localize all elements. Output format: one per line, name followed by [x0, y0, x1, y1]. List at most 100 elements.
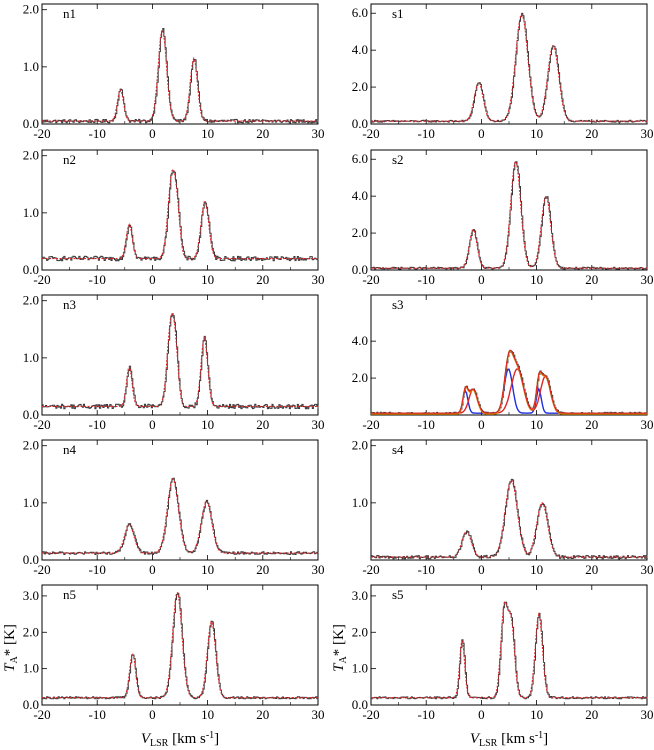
x-tick-label: 10: [201, 707, 214, 722]
panel-frame: [42, 4, 318, 124]
y-tick-label: 1.0: [23, 59, 39, 74]
x-tick-label: 10: [201, 126, 214, 141]
x-tick-label: 20: [256, 562, 269, 577]
x-tick-label: 30: [641, 417, 654, 432]
x-tick-label: 30: [312, 126, 325, 141]
series-observed: [371, 479, 647, 558]
panel-label: n1: [63, 6, 76, 21]
x-tick-label: -10: [418, 126, 435, 141]
series-fit: [371, 350, 647, 413]
panel-frame: [42, 440, 318, 560]
y-tick-label: 3.0: [352, 588, 368, 603]
y-tick-label: 2.0: [352, 370, 368, 385]
x-tick-label: 10: [530, 126, 543, 141]
y-tick-label: 3.0: [23, 588, 39, 603]
y-tick-label: 4.0: [352, 188, 368, 203]
panel-label: s1: [392, 6, 404, 21]
x-tick-label: 20: [585, 562, 598, 577]
x-tick-label: 10: [530, 272, 543, 287]
x-tick-label: 30: [312, 707, 325, 722]
series-fit: [42, 30, 318, 121]
panel-n5: -20 -10 0 10 20 300.01.02.03.0 n5: [23, 585, 325, 722]
panel-n3: -20 -10 0 10 20 300.01.02.0 n3: [23, 293, 325, 432]
series-observed: [42, 29, 318, 123]
x-tick-label: 0: [149, 417, 156, 432]
series-fit: [371, 480, 647, 557]
x-tick-label: 20: [585, 417, 598, 432]
y-axis-label: TA* [K]: [2, 624, 20, 672]
panel-label: s2: [392, 152, 404, 167]
x-tick-label: -10: [418, 562, 435, 577]
y-tick-label: 0.0: [23, 116, 39, 131]
series-observed: [371, 13, 647, 122]
y-tick-label: 2.0: [23, 438, 39, 453]
x-tick-label: -10: [89, 417, 106, 432]
panel-n2: -20 -10 0 10 20 300.01.02.0 n2: [23, 148, 325, 287]
y-axis-label-tail: * [K]: [2, 624, 18, 656]
series-component-red: [371, 369, 647, 413]
x-tick-label: 30: [312, 417, 325, 432]
x-tick-label: 0: [149, 272, 156, 287]
x-tick-label: 10: [201, 562, 214, 577]
x-tick-label: 20: [585, 126, 598, 141]
panel-s4: -20 -10 0 10 20 30 1.0 2.0 s4: [352, 438, 654, 577]
x-tick-label: 0: [478, 126, 485, 141]
series-observed: [42, 171, 318, 261]
y-tick-label: 1.0: [23, 205, 39, 220]
y-tick-label: 2.0: [23, 2, 39, 17]
y-tick-label: 2.0: [352, 79, 368, 94]
x-axis-label-tail: [km s: [168, 731, 206, 747]
y-tick-label: 0.0: [352, 262, 368, 277]
x-tick-label: -10: [89, 126, 106, 141]
y-tick-label: 4.0: [352, 42, 368, 57]
x-tick-label: 20: [585, 707, 598, 722]
series-component-green: [371, 350, 647, 413]
panel-s5: -20 -10 0 10 20 30 0.0 1.0 2.0 3.0 s5: [352, 585, 654, 722]
x-tick-label: 30: [312, 272, 325, 287]
y-axis-label-tail: * [K]: [331, 624, 347, 656]
x-tick-label: 10: [530, 707, 543, 722]
x-axis-label-sup: -1: [535, 730, 543, 741]
panel-s1: -20 -10 0 10 20 30 0.0 2.0 4.0 6.0 s1: [352, 4, 654, 141]
x-tick-label: 20: [256, 707, 269, 722]
x-tick-label: 0: [149, 707, 156, 722]
panel-frame: [42, 295, 318, 415]
panel-frame: [371, 585, 647, 705]
x-tick-label: 0: [478, 417, 485, 432]
series-component-orange: [371, 351, 647, 414]
panel-label: n5: [63, 587, 76, 602]
y-tick-label: 0.0: [23, 697, 39, 712]
panel-frame: [371, 150, 647, 270]
panel-frame: [42, 150, 318, 270]
panel-n1: -20 -10 0 10 20 30 0.0 1.0 2.0 n1: [23, 2, 325, 141]
y-tick-label: 1.0: [352, 495, 368, 510]
x-tick-label: 30: [641, 707, 654, 722]
x-axis-label-sub: LSR: [150, 738, 169, 749]
x-tick-label: 30: [641, 126, 654, 141]
panel-label: s3: [392, 297, 404, 312]
y-tick-label: 0.0: [23, 407, 39, 422]
x-tick-label: 0: [478, 562, 485, 577]
x-tick-label: 30: [641, 272, 654, 287]
x-tick-label: 0: [149, 562, 156, 577]
x-tick-label: 0: [478, 707, 485, 722]
y-tick-label: 0.0: [23, 552, 39, 567]
x-tick-label: 10: [201, 272, 214, 287]
x-tick-label: 0: [478, 272, 485, 287]
x-axis-label-end: ]: [214, 731, 219, 747]
y-tick-label: 2.0: [352, 438, 368, 453]
y-tick-label: 6.0: [352, 5, 368, 20]
series-fit: [371, 14, 647, 121]
panel-label: n3: [63, 297, 76, 312]
panel-s2: -20 -10 0 10 20 300.02.04.06.0 s2: [352, 150, 654, 287]
x-tick-label: 10: [530, 562, 543, 577]
x-tick-label: 30: [312, 562, 325, 577]
y-tick-label: 1.0: [352, 661, 368, 676]
y-tick-label: 6.0: [352, 151, 368, 166]
series-component-blue: [371, 369, 647, 413]
series-observed: [42, 314, 318, 409]
x-tick-label: 20: [256, 417, 269, 432]
x-axis-label-tail: [km s: [497, 731, 535, 747]
y-tick-label: 0.0: [23, 262, 39, 277]
